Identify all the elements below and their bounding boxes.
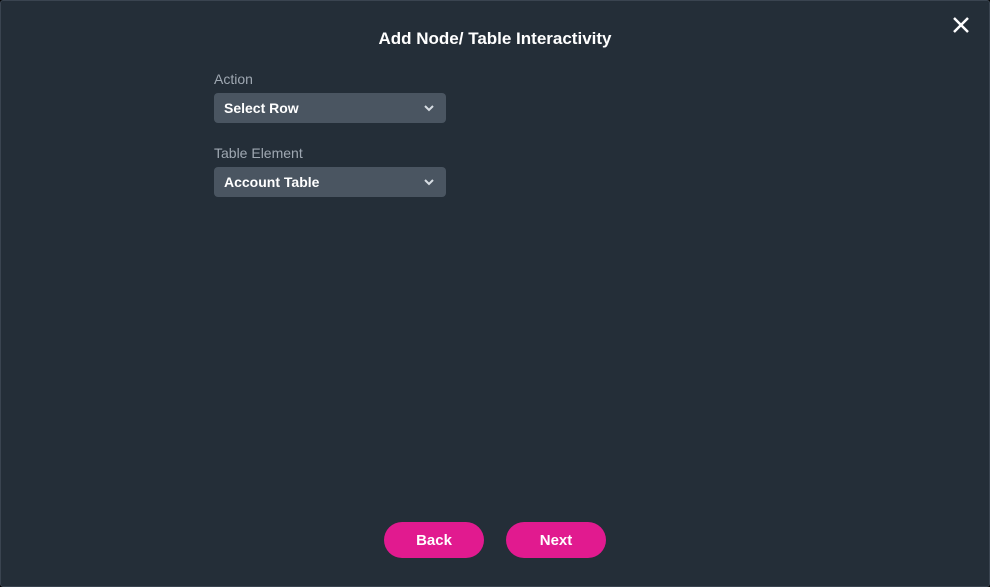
modal-footer: Back Next	[1, 522, 989, 558]
back-button[interactable]: Back	[384, 522, 484, 558]
action-select-value: Select Row	[224, 100, 299, 116]
modal-dialog: Add Node/ Table Interactivity Action Sel…	[0, 0, 990, 587]
form-area: Action Select Row Table Element Account …	[214, 71, 446, 219]
table-element-label: Table Element	[214, 145, 446, 161]
table-element-select-value: Account Table	[224, 174, 319, 190]
modal-title: Add Node/ Table Interactivity	[1, 29, 989, 49]
table-element-select[interactable]: Account Table	[214, 167, 446, 197]
action-select[interactable]: Select Row	[214, 93, 446, 123]
action-label: Action	[214, 71, 446, 87]
chevron-down-icon	[422, 101, 436, 115]
chevron-down-icon	[422, 175, 436, 189]
next-button[interactable]: Next	[506, 522, 606, 558]
